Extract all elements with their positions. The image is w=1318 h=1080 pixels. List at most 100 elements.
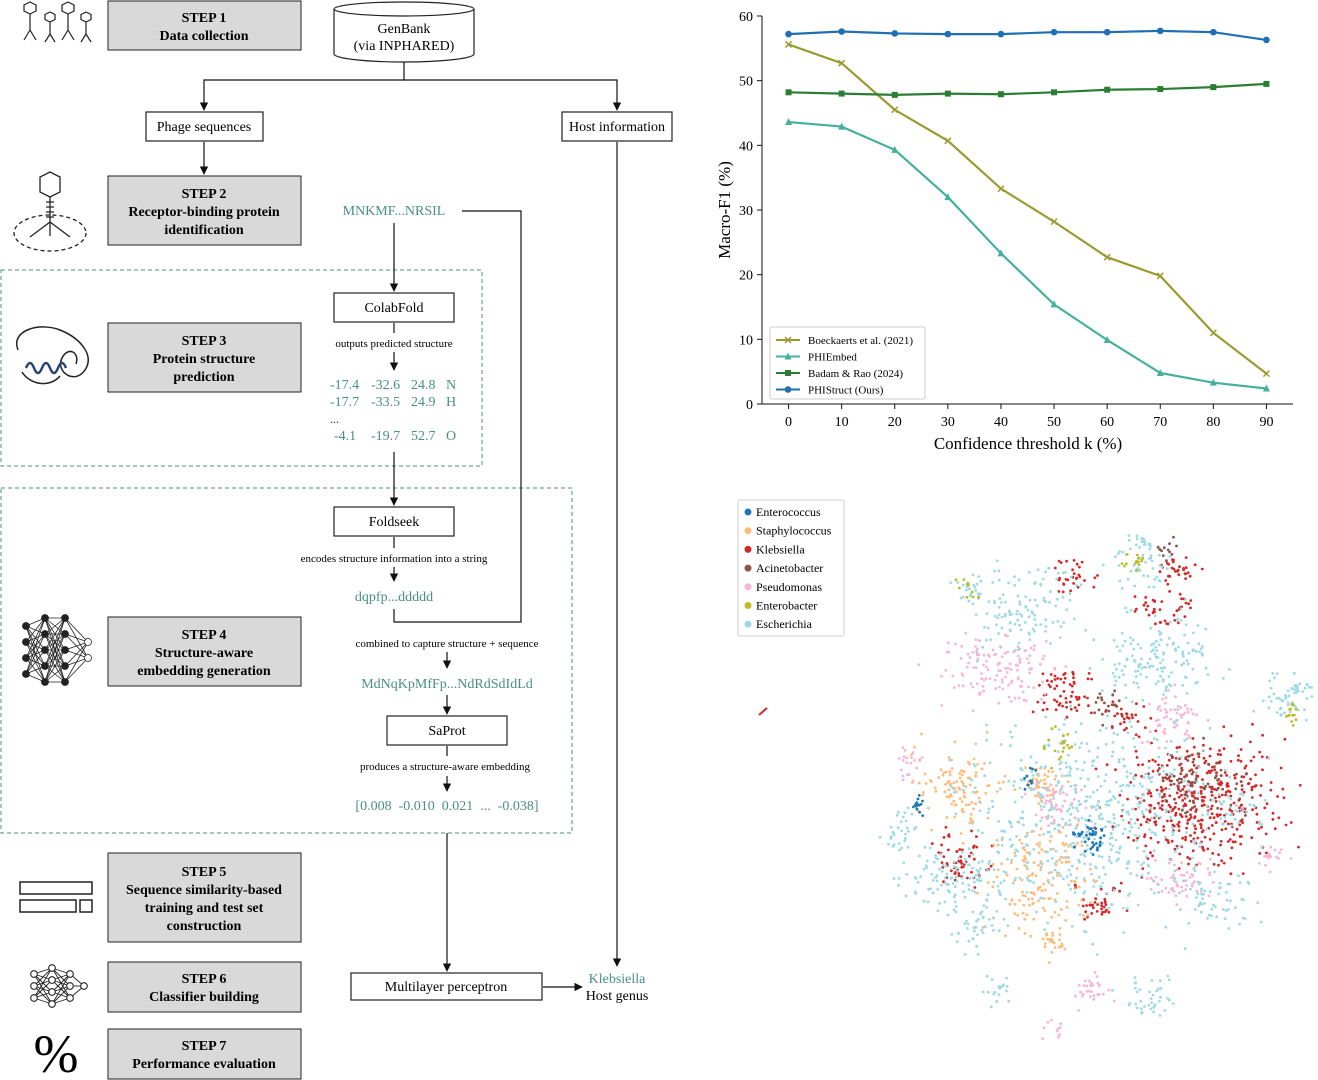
scatter-point xyxy=(1024,605,1028,608)
scatter-point xyxy=(1009,629,1012,633)
scatter-point xyxy=(1170,839,1174,843)
scatter-point xyxy=(1158,570,1162,574)
scatter-point xyxy=(1240,803,1243,807)
scatter-point xyxy=(1202,892,1205,896)
scatter-point xyxy=(1100,904,1104,908)
scatter-point xyxy=(1238,835,1242,838)
scatter-point xyxy=(1175,883,1179,887)
scatter-legend-label: Pseudomonas xyxy=(756,580,822,594)
scatter-point xyxy=(937,776,941,779)
scatter-point xyxy=(1100,912,1104,916)
scatter-point xyxy=(1123,639,1127,643)
scatter-point xyxy=(1047,961,1051,964)
scatter-point xyxy=(1063,947,1067,951)
scatter-point xyxy=(1095,788,1099,792)
scatter-point xyxy=(1273,827,1277,831)
scatter-point xyxy=(921,791,925,794)
scatter-point xyxy=(1102,992,1105,996)
scatter-point xyxy=(1190,884,1194,888)
scatter-point xyxy=(1180,793,1183,797)
scatter-point xyxy=(1074,759,1078,763)
scatter-point xyxy=(1177,573,1181,577)
scatter-point xyxy=(1174,695,1177,699)
scatter-point xyxy=(1038,841,1042,845)
scatter-point xyxy=(1296,686,1299,690)
scatter-point xyxy=(1138,546,1142,549)
data-point xyxy=(891,145,899,153)
scatter-point xyxy=(1064,842,1068,846)
scatter-point xyxy=(1129,642,1133,646)
scatter-point xyxy=(1154,875,1158,879)
scatter-point xyxy=(987,600,991,604)
scatter-point xyxy=(986,881,990,884)
scatter-point xyxy=(1070,879,1073,883)
scatter-point xyxy=(1043,782,1046,785)
scatter-point xyxy=(952,781,956,785)
scatter-point xyxy=(940,883,943,887)
scatter-point xyxy=(1258,852,1262,855)
scatter-point xyxy=(1019,628,1023,632)
scatter-point xyxy=(1185,871,1189,874)
scatter-point xyxy=(1081,992,1085,996)
scatter-point xyxy=(1017,696,1021,700)
scatter-point xyxy=(1169,708,1173,711)
scatter-point xyxy=(1133,745,1137,749)
scatter-point xyxy=(1187,788,1191,792)
scatter-point xyxy=(1182,879,1186,882)
scatter-point xyxy=(1098,840,1102,844)
scatter-point xyxy=(1025,774,1029,778)
scatter-point xyxy=(1104,872,1107,876)
scatter-point xyxy=(1152,1010,1155,1014)
scatter-point xyxy=(1098,843,1102,847)
scatter-point xyxy=(1064,919,1067,922)
scatter-point xyxy=(1039,861,1043,865)
scatter-point xyxy=(1093,822,1097,826)
scatter-point xyxy=(1009,700,1013,703)
scatter-point xyxy=(992,916,995,920)
scatter-point xyxy=(1137,563,1141,567)
scatter-point xyxy=(1008,610,1011,614)
scatter-point xyxy=(1228,838,1232,841)
data-point xyxy=(997,91,1004,98)
scatter-point xyxy=(1220,781,1224,785)
scatter-point xyxy=(1016,820,1020,824)
scatter-point xyxy=(1199,890,1203,893)
scatter-point xyxy=(1175,746,1179,750)
scatter-point xyxy=(1000,678,1004,681)
scatter-point xyxy=(1159,661,1162,665)
scatter-point xyxy=(1097,814,1101,818)
scatter-point xyxy=(1031,774,1035,777)
scatter-point xyxy=(1069,784,1073,788)
scatter-point xyxy=(1134,795,1138,799)
scatter-point xyxy=(1083,854,1087,858)
scatter-point xyxy=(1209,790,1213,794)
scatter-point xyxy=(1294,718,1298,722)
scatter-point xyxy=(1271,671,1275,675)
scatter-point xyxy=(943,876,947,880)
scatter-point xyxy=(1086,777,1090,781)
scatter-point xyxy=(1127,784,1131,788)
scatter-point xyxy=(1136,836,1139,840)
scatter-point xyxy=(942,855,946,858)
scatter-point xyxy=(1250,788,1254,792)
scatter-point xyxy=(975,650,978,653)
scatter-point xyxy=(1305,697,1309,700)
data-point xyxy=(1103,253,1111,261)
scatter-point xyxy=(1220,828,1224,832)
scatter-point xyxy=(995,623,998,627)
scatter-point xyxy=(1071,690,1074,694)
scatter-point xyxy=(1037,785,1041,789)
scatter-point xyxy=(1224,827,1228,831)
scatter-point xyxy=(995,838,999,842)
scatter-point xyxy=(1168,620,1172,624)
scatter-point xyxy=(1111,693,1115,697)
scatter-point xyxy=(1113,714,1117,718)
scatter-point xyxy=(1149,791,1152,795)
scatter-point xyxy=(1253,784,1257,788)
scatter-point xyxy=(949,877,953,880)
scatter-point xyxy=(1153,600,1156,603)
scatter-point xyxy=(1064,696,1068,700)
scatter-point xyxy=(966,876,969,880)
scatter-point xyxy=(980,910,984,913)
scatter-point xyxy=(1056,571,1060,575)
